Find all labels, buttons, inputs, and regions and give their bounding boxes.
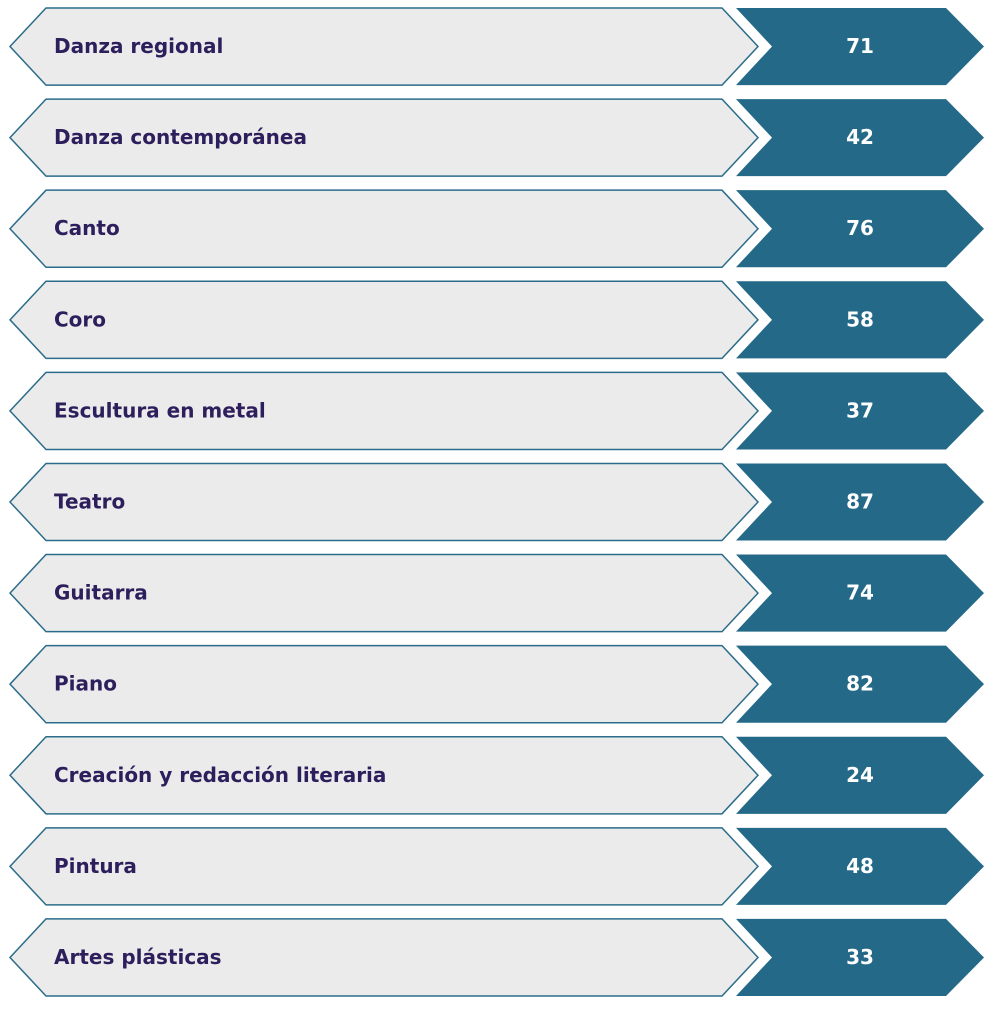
row-label: Canto [54, 216, 120, 240]
value-badge [736, 827, 984, 905]
row-value: 71 [846, 34, 874, 58]
row-label: Coro [54, 307, 106, 331]
value-badge [736, 463, 984, 541]
list-row: Danza contemporánea 42 [8, 98, 984, 177]
label-panel [8, 280, 760, 360]
list-row: Artes plásticas 33 [8, 918, 984, 997]
value-badge [736, 918, 984, 996]
row-value: 24 [846, 763, 874, 787]
row-value: 87 [846, 490, 874, 514]
row-value: 42 [846, 125, 874, 149]
label-panel [8, 735, 760, 815]
label-panel [8, 189, 760, 269]
list-row: Piano 82 [8, 644, 984, 724]
label-panel [8, 7, 760, 86]
row-label: Pintura [54, 854, 137, 878]
list-row: Guitarra 74 [8, 553, 984, 633]
value-badge [736, 190, 984, 268]
row-value: 74 [846, 581, 874, 605]
row-value: 37 [846, 398, 874, 422]
list-row: Escultura en metal 37 [8, 371, 984, 451]
label-panel [8, 98, 760, 177]
row-label: Danza contemporánea [54, 125, 307, 149]
row-label: Guitarra [54, 581, 148, 605]
row-label: Teatro [54, 490, 125, 514]
value-badge [736, 736, 984, 814]
label-panel [8, 462, 760, 542]
label-panel [8, 553, 760, 633]
value-badge [736, 645, 984, 723]
list-row: Creación y redacción literaria 24 [8, 735, 984, 815]
row-label: Escultura en metal [54, 398, 266, 422]
label-panel [8, 827, 760, 906]
label-panel [8, 371, 760, 451]
row-value: 76 [846, 216, 874, 240]
row-label: Danza regional [54, 34, 223, 58]
list-row: Danza regional 71 [8, 7, 984, 86]
row-value: 58 [846, 307, 874, 331]
list-row: Canto 76 [8, 189, 984, 269]
value-badge [736, 99, 984, 177]
list-row: Coro 58 [8, 280, 984, 360]
row-value: 33 [846, 945, 874, 969]
row-value: 82 [846, 672, 874, 696]
list-row: Teatro 87 [8, 462, 984, 542]
value-badge [736, 372, 984, 450]
label-panel [8, 918, 760, 997]
value-badge [736, 281, 984, 359]
value-badge [736, 554, 984, 632]
row-label: Piano [54, 672, 117, 696]
list-row: Pintura 48 [8, 827, 984, 906]
label-panel [8, 644, 760, 724]
row-label: Artes plásticas [54, 945, 222, 969]
row-label: Creación y redacción literaria [54, 763, 386, 787]
row-value: 48 [846, 854, 874, 878]
value-badge [736, 8, 984, 86]
